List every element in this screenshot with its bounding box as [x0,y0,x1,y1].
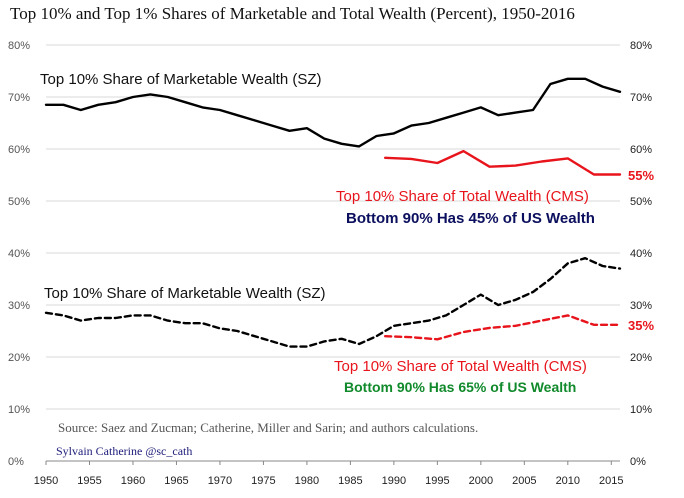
y-tick-label-right: 20% [630,352,652,364]
bottom-end-value-label: 35% [628,318,654,333]
x-tick-label: 1970 [208,475,232,487]
y-axis-right-ticks: 0% 10% 20% 30% 40% 50% 60% 70% 80% [630,40,652,468]
x-axis-ticks: 1950 1955 1960 1965 1970 1975 1980 1985 1990 1995… [34,461,624,487]
author-credit: Sylvain Catherine @sc_cath [56,444,192,458]
y-tick-label-right: 40% [630,248,652,260]
series-line-sz-bottom [44,257,622,348]
gridlines [46,44,620,462]
y-tick-label-right: 0% [630,456,646,468]
y-tick-label-right: 50% [630,196,652,208]
series-line-cms-top [384,149,622,176]
top-end-value-label: 55% [628,168,654,183]
series-line-sz-top [44,77,622,148]
y-tick-label-left: 10% [8,404,30,416]
series-lines [44,77,622,348]
y-tick-label-left: 60% [8,144,30,156]
cms-bottom-label: Top 10% Share of Total Wealth (CMS) [334,358,587,375]
y-tick-label-left: 70% [8,92,30,104]
y-tick-label-left: 0% [8,456,24,468]
x-tick-label: 2010 [556,475,580,487]
y-tick-label-right: 80% [630,40,652,52]
y-tick-label-right: 60% [630,144,652,156]
sz-top-label: Top 10% Share of Marketable Wealth (SZ) [40,71,322,88]
x-tick-label: 1955 [77,475,101,487]
y-tick-label-left: 20% [8,352,30,364]
chart-title: Top 10% and Top 1% Shares of Marketable … [10,4,575,23]
y-tick-label-left: 80% [8,40,30,52]
y-tick-label-right: 10% [630,404,652,416]
x-tick-label: 1990 [382,475,406,487]
x-tick-label: 1980 [295,475,319,487]
x-tick-label: 1965 [164,475,188,487]
x-tick-label: 1960 [121,475,145,487]
y-axis-left-ticks: 0% 10% 20% 30% 40% 50% 60% 70% 80% [8,40,30,468]
bottom90-bottom-label: Bottom 90% Has 65% of US Wealth [344,379,576,395]
cms-top-label: Top 10% Share of Total Wealth (CMS) [336,188,589,205]
y-tick-label-left: 50% [8,196,30,208]
bottom90-top-label: Bottom 90% Has 45% of US Wealth [346,210,595,227]
x-tick-label: 2000 [469,475,493,487]
y-tick-label-left: 30% [8,300,30,312]
x-tick-label: 1950 [34,475,58,487]
x-tick-label: 1985 [338,475,362,487]
x-tick-label: 1995 [425,475,449,487]
sz-bottom-label: Top 10% Share of Marketable Wealth (SZ) [44,285,326,302]
x-tick-label: 2005 [512,475,536,487]
x-tick-label: 2015 [599,475,623,487]
y-tick-label-left: 40% [8,248,30,260]
y-tick-label-right: 70% [630,92,652,104]
x-tick-label: 1975 [251,475,275,487]
source-note: Source: Saez and Zucman; Catherine, Mill… [58,420,478,435]
y-tick-label-right: 30% [630,300,652,312]
series-line-cms-bottom [384,314,622,341]
